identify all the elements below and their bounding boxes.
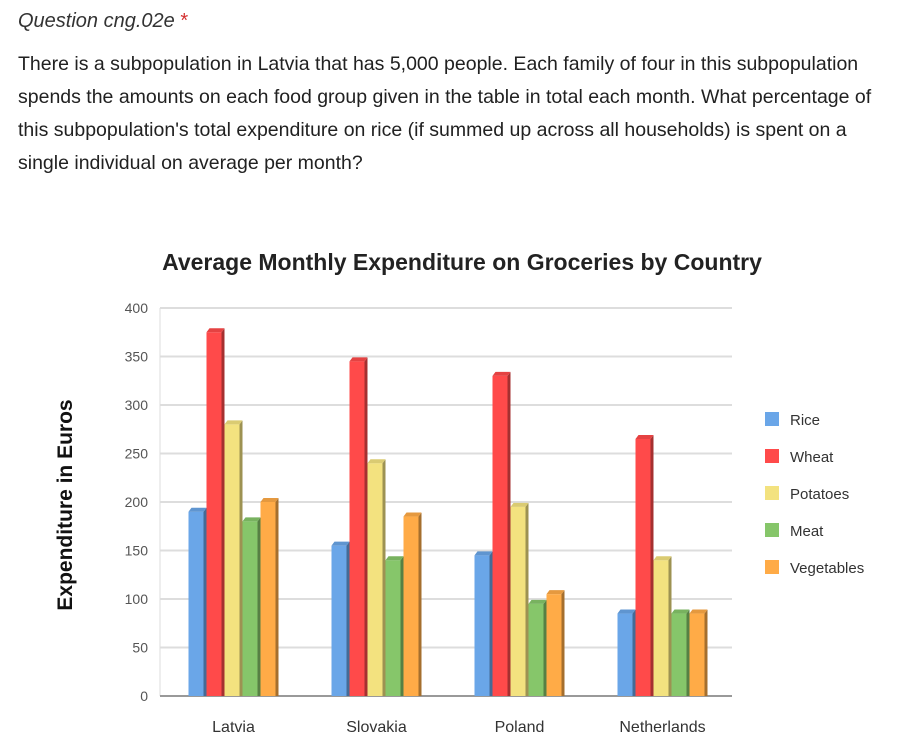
bar-side <box>525 502 529 696</box>
legend-label: Potatoes <box>790 486 849 503</box>
bar-vegetables-latvia <box>260 502 276 696</box>
bar-top <box>635 434 654 439</box>
bar-wheat-poland <box>492 375 508 696</box>
question-text: There is a subpopulation in Latvia that … <box>18 53 872 174</box>
question-title: Question cng.02e * <box>18 10 189 32</box>
x-tick-label: Slovakia <box>346 719 407 736</box>
bar-top <box>349 357 368 362</box>
bar-side <box>346 541 350 696</box>
bar-wheat-netherlands <box>635 438 651 696</box>
bar-side <box>221 328 225 696</box>
bar-top <box>671 609 690 614</box>
bar-vegetables-netherlands <box>689 613 705 696</box>
bar-top <box>510 502 529 507</box>
bar-side <box>382 459 386 696</box>
bar-chart: Average Monthly Expenditure on Groceries… <box>54 249 864 736</box>
bar-top <box>617 609 636 614</box>
bar-top <box>385 556 404 561</box>
bar-rice-poland <box>474 555 490 696</box>
y-tick-label: 100 <box>125 591 149 607</box>
bar-top <box>188 507 207 512</box>
legend-swatch-rice <box>765 412 779 426</box>
bar-meat-latvia <box>242 521 258 696</box>
bar-top <box>492 371 511 376</box>
bar-meat-poland <box>528 603 544 696</box>
y-tick-label: 400 <box>125 300 149 316</box>
y-tick-label: 300 <box>125 397 149 413</box>
legend-label: Meat <box>790 523 824 540</box>
legend-label: Wheat <box>790 449 834 466</box>
bar-potatoes-latvia <box>224 424 240 696</box>
bar-top <box>403 512 422 517</box>
bar-potatoes-netherlands <box>653 560 669 696</box>
x-tick-label: Netherlands <box>619 719 705 736</box>
bar-side <box>704 609 708 696</box>
bar-side <box>632 609 636 696</box>
x-tick-label: Latvia <box>212 719 255 736</box>
bar-wheat-latvia <box>206 332 222 696</box>
bar-top <box>689 609 708 614</box>
bar-side <box>507 371 511 696</box>
chart-title: Average Monthly Expenditure on Groceries… <box>162 249 762 275</box>
y-tick-label: 150 <box>125 543 149 559</box>
bar-potatoes-poland <box>510 506 526 696</box>
bar-potatoes-slovakia <box>367 463 383 696</box>
bar-side <box>275 498 279 696</box>
bar-side <box>364 357 368 696</box>
bar-side <box>489 551 493 696</box>
bar-rice-slovakia <box>331 545 347 696</box>
bar-meat-slovakia <box>385 560 401 696</box>
required-mark: * <box>180 10 189 32</box>
bar-vegetables-poland <box>546 594 562 696</box>
bar-top <box>474 551 493 556</box>
bar-vegetables-slovakia <box>403 516 419 696</box>
bar-side <box>239 420 243 696</box>
x-tick-label: Poland <box>495 719 545 736</box>
bar-top <box>224 420 243 425</box>
bar-side <box>543 599 547 696</box>
y-tick-label: 200 <box>125 494 149 510</box>
y-tick-label: 0 <box>140 688 148 704</box>
bar-rice-netherlands <box>617 613 633 696</box>
y-tick-label: 250 <box>125 446 149 462</box>
bar-top <box>206 328 225 333</box>
bar-side <box>418 512 422 696</box>
legend-label: Rice <box>790 412 820 429</box>
bar-side <box>400 556 404 696</box>
bar-top <box>528 599 547 604</box>
bar-meat-netherlands <box>671 613 687 696</box>
bar-wheat-slovakia <box>349 361 365 696</box>
y-tick-label: 50 <box>132 640 148 656</box>
bar-top <box>242 517 261 522</box>
legend-swatch-meat <box>765 523 779 537</box>
bar-side <box>561 590 565 696</box>
bar-side <box>650 434 654 696</box>
bar-side <box>686 609 690 696</box>
bar-top <box>260 498 279 502</box>
legend-swatch-potatoes <box>765 486 779 500</box>
bar-top <box>331 541 350 546</box>
bar-top <box>653 556 672 561</box>
legend-swatch-vegetables <box>765 560 779 574</box>
legend-swatch-wheat <box>765 449 779 463</box>
y-axis-label: Expenditure in Euros <box>54 399 77 610</box>
bar-top <box>367 459 386 464</box>
bar-side <box>257 517 261 696</box>
legend-label: Vegetables <box>790 560 864 577</box>
bar-rice-latvia <box>188 511 204 696</box>
y-tick-label: 350 <box>125 349 149 365</box>
bar-side <box>203 507 207 696</box>
bar-top <box>546 590 565 595</box>
bar-side <box>668 556 672 696</box>
